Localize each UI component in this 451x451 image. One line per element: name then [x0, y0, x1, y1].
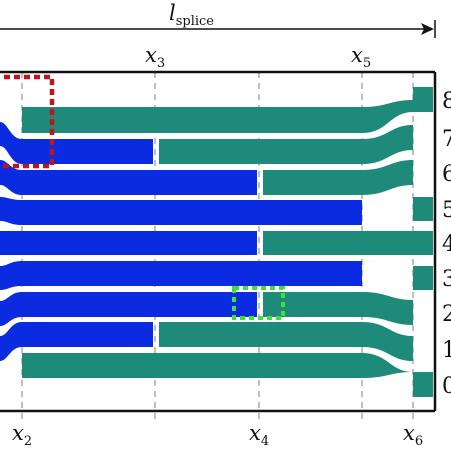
- marker-x4: x4: [249, 421, 269, 449]
- marker-x6: x6: [403, 421, 423, 449]
- waveguide-2: [263, 292, 413, 325]
- marker-x3: x3: [145, 43, 165, 71]
- blue-waveguide-7: [0, 122, 153, 164]
- waveguide-5-green: [413, 197, 433, 221]
- waveguide-7: [159, 125, 413, 164]
- marker-x2: x2: [12, 421, 32, 449]
- channel-number: 5: [442, 198, 451, 223]
- green-waveguides: [22, 87, 433, 397]
- marker-x5: x5: [351, 43, 371, 71]
- arrow-head: [421, 23, 434, 35]
- channel-number: 3: [442, 267, 451, 292]
- channel-number: 1: [442, 338, 451, 363]
- channel-number: 6: [442, 162, 451, 187]
- channel-number: 7: [442, 127, 451, 152]
- waveguide-8: [22, 87, 433, 133]
- waveguide-6: [263, 160, 413, 195]
- blue-waveguide-5: [0, 197, 362, 225]
- blue-waveguide-1: [0, 322, 153, 361]
- green-highlight-box: [232, 286, 285, 320]
- red-highlight-box: [0, 74, 55, 169]
- blue-waveguide-2: [0, 292, 257, 326]
- blue-waveguide-6: [0, 160, 257, 195]
- splice-length-label: lsplice: [169, 1, 214, 29]
- blue-waveguides: [0, 122, 362, 361]
- splice-length-arrow: [0, 20, 436, 38]
- waveguide-4: [263, 231, 433, 255]
- length-subscript: splice: [176, 14, 215, 29]
- blue-waveguide-4: [0, 231, 257, 255]
- frame: [0, 70, 437, 413]
- channel-number: 0: [442, 374, 451, 399]
- waveguide-3-green: [413, 266, 433, 290]
- channel-number: 4: [442, 232, 451, 257]
- waveguide-0: [22, 353, 433, 397]
- channel-number: 8: [442, 89, 451, 114]
- channel-number: 2: [442, 302, 451, 327]
- channel-numbers: 8 7 6 5 4 3 2 1 0: [442, 89, 451, 399]
- blue-waveguide-3: [0, 261, 362, 290]
- length-symbol: l: [169, 1, 176, 25]
- waveguide-1: [159, 322, 413, 361]
